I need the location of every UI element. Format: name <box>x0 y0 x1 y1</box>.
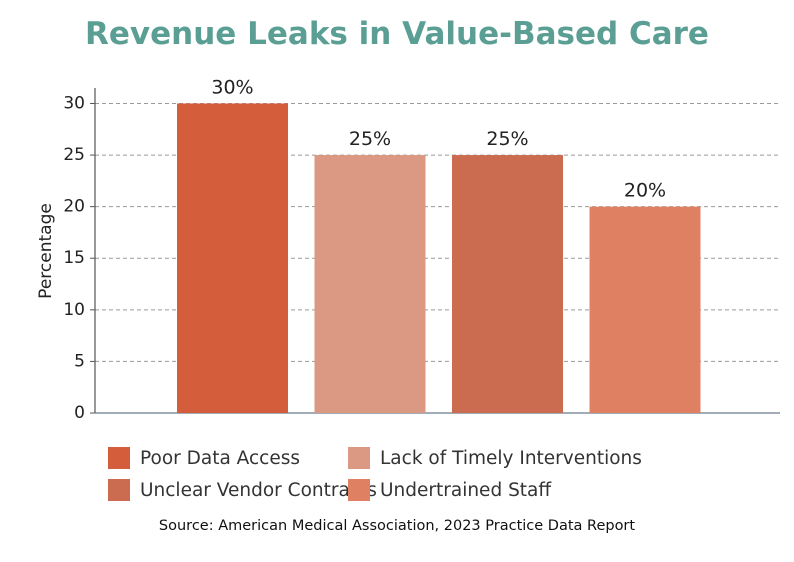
legend-swatch <box>348 479 370 501</box>
legend-swatch <box>108 447 130 469</box>
bar <box>452 155 563 414</box>
legend-swatch <box>348 447 370 469</box>
legend-item-poor-data-access: Poor Data Access <box>108 446 348 470</box>
y-axis-label: Percentage <box>36 203 56 299</box>
y-tick-label: 5 <box>74 351 85 371</box>
legend-label: Lack of Timely Interventions <box>380 447 642 469</box>
legend-item-undertrained-staff: Undertrained Staff <box>348 478 728 502</box>
legend: Poor Data Access Lack of Timely Interven… <box>108 446 748 502</box>
bar <box>177 103 288 413</box>
bar <box>314 155 426 414</box>
legend-label: Undertrained Staff <box>380 479 552 501</box>
data-label: 30% <box>211 76 253 98</box>
data-labels: 30% 25% 25% 20% <box>211 76 666 201</box>
data-label: 20% <box>624 180 666 202</box>
y-tick-label: 10 <box>63 300 85 320</box>
source-note: Source: American Medical Association, 20… <box>158 518 636 534</box>
y-tick-label: 30 <box>63 93 85 113</box>
legend-swatch <box>108 479 130 501</box>
y-tick-label: 20 <box>63 197 85 217</box>
legend-label: Poor Data Access <box>140 447 301 469</box>
data-label: 25% <box>349 128 391 150</box>
data-label: 25% <box>486 128 528 150</box>
legend-item-lack-of-timely-interventions: Lack of Timely Interventions <box>348 446 728 470</box>
legend-item-unclear-vendor-contracts: Unclear Vendor Contracts <box>108 478 377 502</box>
y-tick-label: 15 <box>63 248 85 268</box>
bar <box>589 206 701 413</box>
bars <box>177 103 701 414</box>
y-tick-label: 25 <box>63 145 85 165</box>
chart-title: Revenue Leaks in Value-Based Care <box>85 16 709 52</box>
legend-label: Unclear Vendor Contracts <box>140 479 377 501</box>
y-tick-label: 0 <box>74 403 85 423</box>
